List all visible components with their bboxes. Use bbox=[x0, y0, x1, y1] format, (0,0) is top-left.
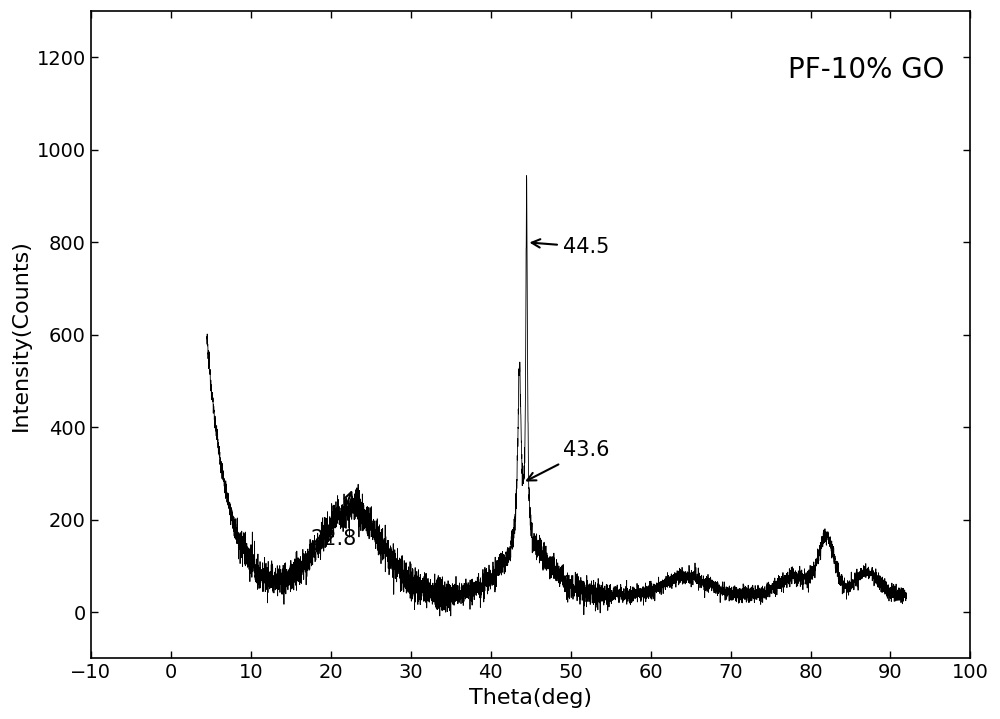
Y-axis label: Intensity(Counts): Intensity(Counts) bbox=[11, 239, 31, 431]
X-axis label: Theta(deg): Theta(deg) bbox=[469, 688, 592, 708]
Text: PF-10% GO: PF-10% GO bbox=[788, 56, 944, 84]
Text: 44.5: 44.5 bbox=[532, 237, 609, 257]
Text: 43.6: 43.6 bbox=[527, 441, 609, 480]
Text: 22.8: 22.8 bbox=[311, 493, 357, 549]
